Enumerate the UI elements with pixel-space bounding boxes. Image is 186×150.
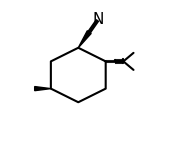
Text: N: N — [93, 12, 104, 27]
Polygon shape — [35, 87, 51, 91]
Polygon shape — [78, 31, 91, 48]
